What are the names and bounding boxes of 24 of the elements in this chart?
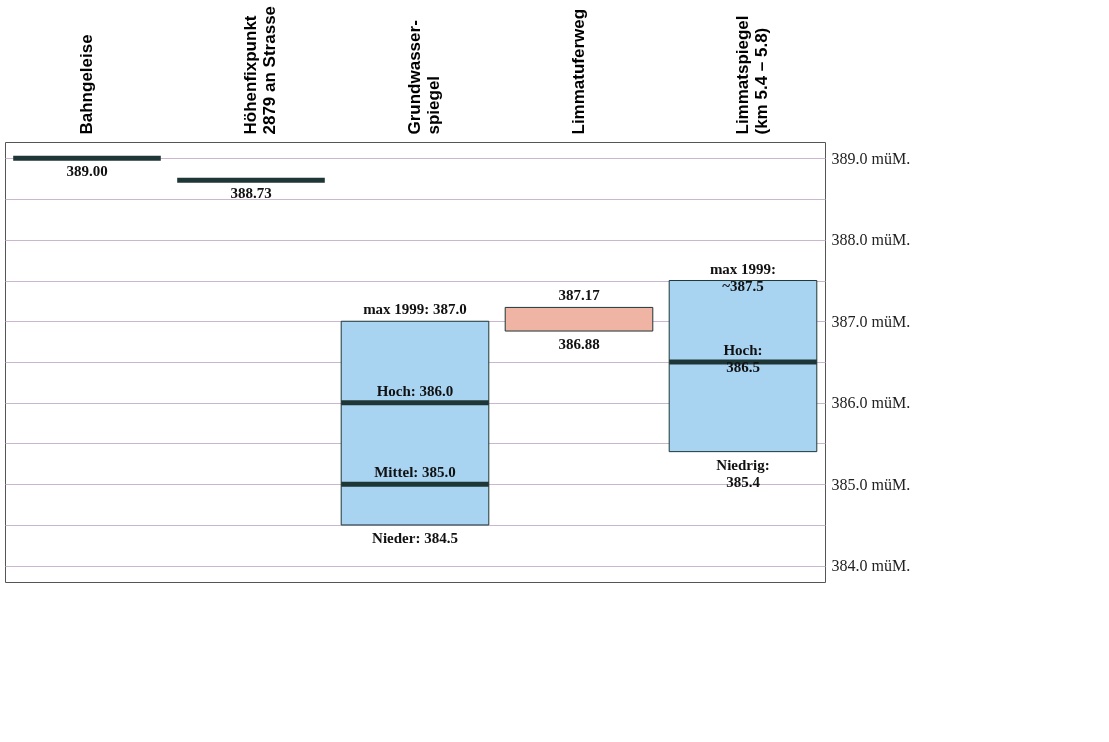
annotation: max 1999: ~387.5 — [709, 260, 777, 294]
annotation: 389.00 — [66, 163, 108, 180]
annotation: max 1999: 387.0 — [363, 301, 467, 318]
x-tick-label: Limmatspiegel (km 5.4 – 5.8) — [733, 15, 771, 135]
annotation: 386.88 — [558, 336, 600, 353]
annotation: Mittel: 385.0 — [374, 464, 456, 481]
annotation: Nieder: 384.5 — [372, 529, 458, 546]
x-tick-label: Limmatuferweg — [569, 8, 588, 135]
y-tick-label: 385.0 müM. — [831, 475, 911, 493]
x-tick-label: Grundwasser- spiegel — [405, 20, 443, 135]
annotation: 388.73 — [230, 185, 272, 202]
y-tick-label: 386.0 müM. — [831, 394, 911, 412]
bar — [340, 320, 490, 526]
x-tick-label: Höhenfixpunkt 2879 an Strasse — [241, 5, 279, 135]
annotation: Hoch: 386.0 — [376, 382, 454, 399]
annotation: Hoch: 386.5 — [723, 342, 763, 375]
annotation: 387.17 — [558, 287, 601, 304]
y-tick-label: 384.0 müM. — [831, 557, 911, 575]
annotation: Niedrig: 385.4 — [716, 456, 770, 490]
bar — [504, 306, 654, 332]
y-tick-label: 387.0 müM. — [831, 312, 911, 330]
x-tick-label: Bahngeleise — [77, 34, 96, 135]
y-tick-label: 388.0 müM. — [831, 231, 911, 249]
y-tick-label: 389.0 müM. — [831, 149, 911, 167]
